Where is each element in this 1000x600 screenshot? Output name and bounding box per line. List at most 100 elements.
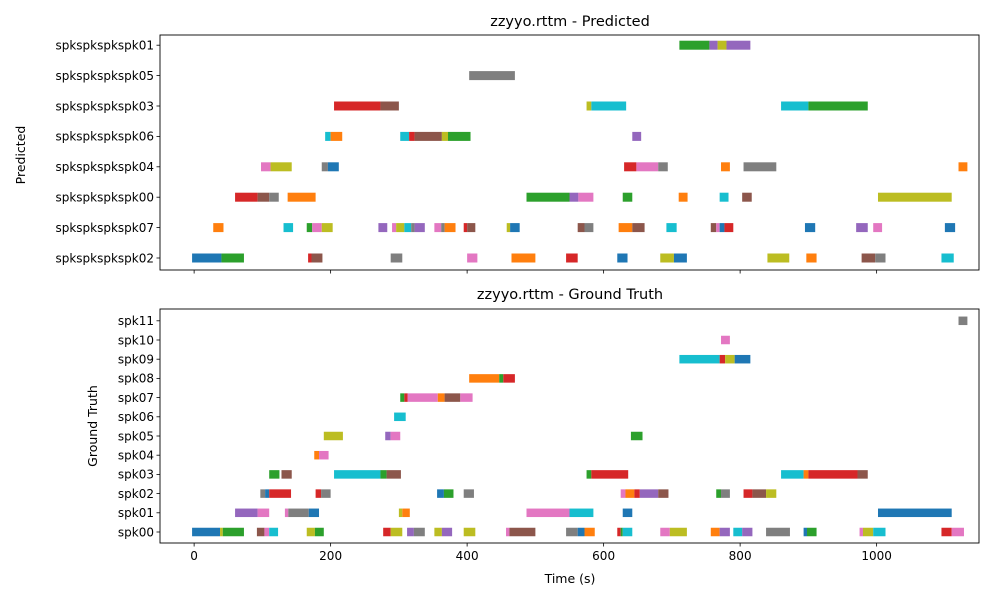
ground-truth-segment-52 [257,508,270,518]
ground-truth-segment-87 [710,527,720,537]
ground-truth-segment-31 [808,470,858,479]
ground-truth-xticks: 0 200 400 600 800 1000 [190,543,892,563]
predicted-segment-36 [622,192,633,202]
predicted-segment-23 [624,162,637,172]
ground-truth-segment-54 [288,508,309,518]
predicted-segment-77 [467,253,478,263]
predicted-axes-frame [159,34,980,271]
predicted-segment-6 [380,101,399,111]
predicted-segment-79 [566,253,578,263]
ground-truth-segment-73 [413,527,425,537]
predicted-segment-22 [327,162,339,172]
predicted-segment-13 [400,131,410,141]
ground-truth-panel: zzyyo.rttm - Ground Truth Ground Truth s… [85,287,980,586]
predicted-segment-32 [287,192,316,202]
ground-truth-segment-67 [269,527,279,537]
ground-truth-segment-30 [803,470,809,479]
predicted-segment-71 [944,223,956,233]
predicted-ytick-label: spkspkspkspk04 [55,160,154,174]
ground-truth-segment-74 [434,527,442,537]
ground-truth-xtick-label: 200 [319,549,342,563]
predicted-segment-43 [306,223,313,233]
predicted-ytick-label: spkspkspkspk02 [55,251,154,265]
ground-truth-xtick-label: 0 [190,549,198,563]
predicted-segment-74 [308,253,312,263]
ground-truth-segment-96 [873,527,886,537]
predicted-segment-57 [506,223,511,233]
ground-truth-segment-35 [269,489,292,498]
predicted-ytick-label: spkspkspkspk00 [55,191,154,205]
predicted-segment-24 [636,162,659,172]
predicted-segment-66 [719,223,725,233]
ground-truth-title: zzyyo.rttm - Ground Truth [477,287,663,303]
ground-truth-segment-12 [437,393,445,402]
ground-truth-segment-17 [385,431,391,441]
ground-truth-segments [192,316,968,537]
ground-truth-segment-69 [314,527,324,537]
ground-truth-segment-57 [402,508,410,518]
predicted-segment-60 [584,223,594,233]
ground-truth-segment-70 [383,527,391,537]
predicted-segment-51 [414,223,425,233]
predicted-segment-28 [958,162,968,172]
ground-truth-segment-85 [660,527,670,537]
ground-truth-segment-32 [857,470,868,479]
predicted-segment-18 [632,131,642,141]
predicted-title: zzyyo.rttm - Predicted [490,14,650,30]
predicted-segment-33 [526,192,570,202]
predicted-segment-49 [404,223,412,233]
ground-truth-segment-49 [752,489,767,498]
predicted-segment-7 [586,101,592,111]
predicted-ytick-label: spkspkspkspk07 [55,221,154,235]
predicted-segment-39 [742,192,752,202]
predicted-segment-63 [666,223,677,233]
ground-truth-segment-81 [584,527,595,537]
ground-truth-segment-90 [742,527,753,537]
predicted-segment-83 [767,253,790,263]
ground-truth-segment-6 [469,374,500,383]
predicted-ytick-label: spkspkspkspk01 [55,39,154,53]
ground-truth-ytick-label: spk10 [118,333,154,347]
ground-truth-segment-4 [725,354,735,364]
predicted-segment-82 [673,253,687,263]
predicted-segment-4 [469,71,515,81]
ground-truth-xlabel: Time (s) [544,571,596,586]
ground-truth-segment-26 [386,470,401,479]
ground-truth-segment-24 [334,470,381,479]
ground-truth-segment-10 [404,393,408,402]
predicted-segment-68 [804,223,816,233]
predicted-segment-27 [743,162,777,172]
ground-truth-segment-29 [781,470,804,479]
predicted-segment-35 [578,192,594,202]
predicted-segment-34 [569,192,579,202]
ground-truth-segment-25 [380,470,387,479]
ground-truth-xtick-label: 400 [456,549,479,563]
predicted-segment-16 [441,131,449,141]
predicted-segment-8 [591,101,627,111]
ground-truth-segment-27 [586,470,592,479]
ground-truth-segment-5 [734,354,751,364]
ground-truth-segment-33 [260,489,266,498]
ground-truth-segment-71 [390,527,403,537]
ground-truth-segment-36 [315,489,322,498]
ground-truth-segment-7 [499,374,504,383]
ground-truth-segment-88 [719,527,730,537]
ground-truth-segment-61 [877,508,952,518]
ground-truth-ytick-label: spk03 [118,468,154,482]
ground-truth-ytick-label: spk11 [118,314,154,328]
predicted-segment-72 [192,253,222,263]
predicted-segment-31 [269,192,279,202]
ground-truth-segment-28 [591,470,629,479]
predicted-segment-76 [390,253,403,263]
ground-truth-segment-82 [617,527,621,537]
ground-truth-ytick-label: spk06 [118,410,154,424]
predicted-ytick-label: spkspkspkspk03 [55,99,154,113]
predicted-segment-5 [334,101,381,111]
ground-truth-segment-11 [407,393,438,402]
ground-truth-segment-48 [743,489,753,498]
predicted-segment-65 [716,223,720,233]
predicted-segment-1 [709,40,718,50]
ground-truth-segment-9 [400,393,405,402]
ground-truth-segment-13 [444,393,461,402]
